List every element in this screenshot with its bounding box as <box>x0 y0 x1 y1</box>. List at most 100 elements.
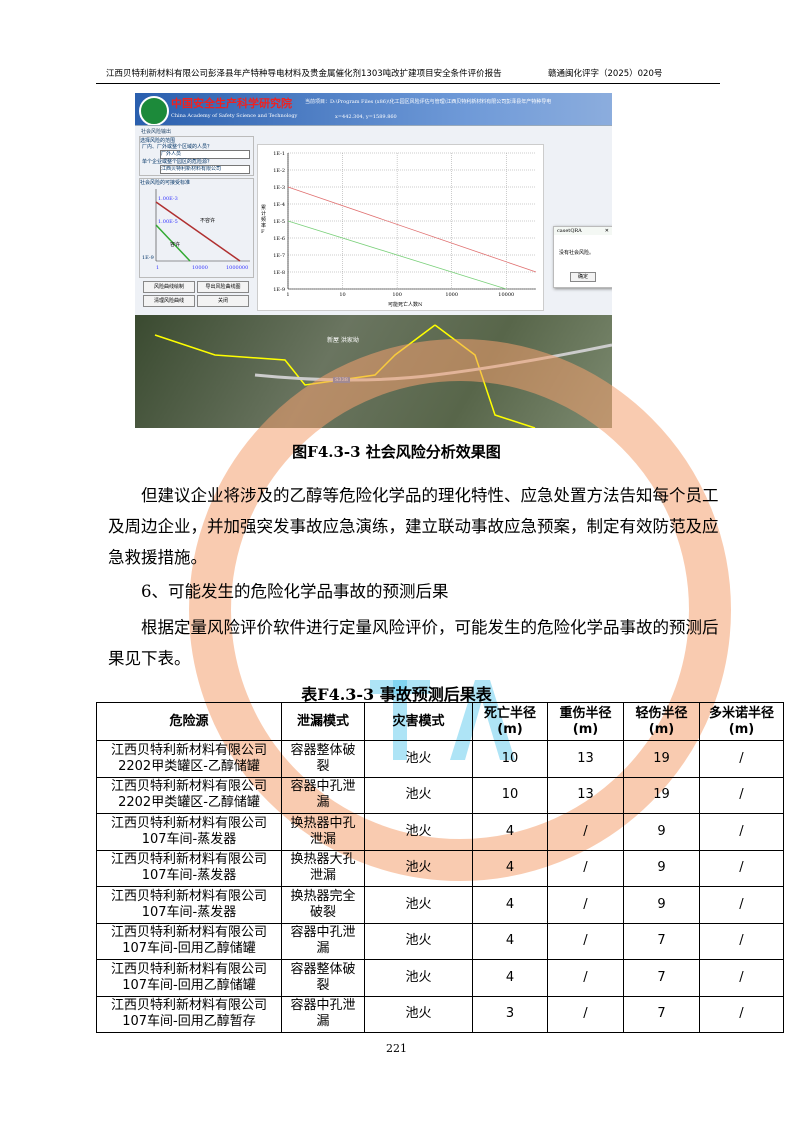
running-header: 江西贝特利新材料有限公司彭泽县年产特种导电材料及贵金属催化剂1303吨改扩建项目… <box>106 69 502 79</box>
table-header-row: 危险源 泄漏模式 灾害模式 死亡半径(m) 重伤半径(m) 轻伤半径(m) 多米诺半径(m) <box>96 702 784 741</box>
institute-logo-icon <box>139 96 169 126</box>
personnel-select[interactable]: 厂外人员 <box>160 150 250 159</box>
message-dialog: casetQRA ✕ 没有社会风险。 确定 <box>553 226 612 288</box>
table-cell: 江西贝特利新材料有限公司107车间-蒸发器 <box>96 886 282 924</box>
table-row: 江西贝特利新材料有限公司107车间-回用乙醇储罐 容器整体破裂 池火 4/7/ <box>96 959 784 997</box>
page-number: 221 <box>386 1042 407 1055</box>
banner-title: 中国安全生产科学研究院 <box>171 97 292 110</box>
fn-curve-plot: 1E-1 1E-2 1E-3 1E-4 1E-5 1E-6 1E-7 1E-8 1E-91 10 1… <box>273 151 537 298</box>
y-tick-label: 1E-8 <box>273 270 285 276</box>
project-path: 当前项目：D:\Program Files (x86)\化工园区风险评估与管理\… <box>305 99 552 105</box>
table-row: 江西贝特利新材料有限公司2202甲类罐区-乙醇储罐 容器中孔泄漏 池火 10 13 19/ <box>96 776 784 814</box>
table-cell: 池火 <box>364 995 473 1033</box>
x-tick-label: 100 <box>392 292 402 298</box>
satellite-map: 新屋 洪家坳 S338 <box>135 315 612 428</box>
table-cell: 池火 <box>364 776 473 814</box>
table-cell: 江西贝特利新材料有限公司107车间-回用乙醇储罐 <box>96 959 282 997</box>
column-header: 轻伤半径(m) <box>623 702 700 741</box>
table-cell: 换热器中孔泄漏 <box>281 813 365 851</box>
source-select[interactable]: 江西贝特利新材料有限公司 <box>160 165 250 174</box>
y-tick-label: 1E-9 <box>273 287 285 293</box>
axis-x1: 1 <box>156 265 160 271</box>
clear-curve-button[interactable]: 清理风险曲线 <box>143 295 195 307</box>
criteria-diagram <box>155 189 250 262</box>
fn-curve-chart: 1E-1 1E-2 1E-3 1E-4 1E-5 1E-6 1E-7 1E-8 1E-9 1 10 1… <box>257 144 544 311</box>
x-tick-label: 10 <box>339 292 345 298</box>
lower-limit-line <box>155 224 191 262</box>
field1-label: 厂内、厂外或整个区域的人员？ <box>142 144 213 150</box>
table-cell: 容器中孔泄漏 <box>281 776 365 814</box>
upper-limit-line <box>155 201 241 262</box>
table-cell: / <box>547 849 624 887</box>
table-cell: 13 <box>547 740 624 778</box>
table-cell: 19 <box>623 740 700 778</box>
report-number: 赣通闽化评字（2025）020号 <box>548 69 663 79</box>
table-cell: 池火 <box>364 849 473 887</box>
table-cell: / <box>699 776 784 814</box>
table-cell: / <box>547 886 624 924</box>
table-cell: 池火 <box>364 959 473 997</box>
table-cell: 江西贝特利新材料有限公司107车间-蒸发器 <box>96 813 282 851</box>
table-cell: / <box>699 813 784 851</box>
paragraph: 根据定量风险评价软件进行定量风险评价，可能发生的危险化学品事故的预测后果见下表。 <box>108 618 719 668</box>
close-icon[interactable]: ✕ <box>604 228 609 234</box>
close-button[interactable]: 关闭 <box>197 295 249 307</box>
table-cell: / <box>699 995 784 1033</box>
field2-label: 单个企业或整个园区的危险源？ <box>142 159 213 165</box>
group-title: 选择风险的范围 <box>140 138 176 144</box>
table-cell: 江西贝特利新材料有限公司107车间-回用乙醇暂存 <box>96 995 282 1033</box>
dialog-title-text: casetQRA <box>557 228 582 234</box>
range-group: 选择风险的范围 厂内、厂外或整个区域的人员？ 厂外人员 单个企业或整个园区的危险… <box>139 136 254 176</box>
table-cell: 换热器完全破裂 <box>281 886 365 924</box>
column-header: 泄漏模式 <box>281 702 365 741</box>
table-cell: 9 <box>623 849 700 887</box>
acceptable-label: 容许 <box>170 242 181 248</box>
table-cell: 容器整体破裂 <box>281 740 365 778</box>
axis-x2: 10000 <box>192 265 208 271</box>
table-cell: 19 <box>623 776 700 814</box>
fn-series-line <box>287 220 507 290</box>
table-cell: 江西贝特利新材料有限公司107车间-回用乙醇储罐 <box>96 922 282 960</box>
table-cell: 7 <box>623 959 700 997</box>
table-cell: 9 <box>623 886 700 924</box>
table-cell: / <box>547 995 624 1033</box>
paragraph: 但建议企业将涉及的乙醇等危险化学品的理化特性、应急处置方法告知每个员工及周边企业… <box>108 486 719 567</box>
table-cell: / <box>699 922 784 960</box>
y-tick-label: 1E-4 <box>273 202 285 208</box>
fn-series-line <box>287 186 537 273</box>
table-cell: 4 <box>472 886 548 924</box>
upper-label: 1.00E-3 <box>158 196 178 202</box>
table-cell: 江西贝特利新材料有限公司107车间-蒸发器 <box>96 849 282 887</box>
y-tick-label: 1E-5 <box>273 219 285 225</box>
risk-output-panel: 社会风险输出 选择风险的范围 厂内、厂外或整个区域的人员？ 厂外人员 单个企业或… <box>135 125 612 316</box>
table-cell: 3 <box>472 995 548 1033</box>
table-cell: 容器中孔泄漏 <box>281 995 365 1033</box>
table-cell: / <box>699 849 784 887</box>
table-row: 江西贝特利新材料有限公司107车间-回用乙醇储罐 容器中孔泄漏 池火 4/7/ <box>96 922 784 960</box>
x-tick-label: 1000 <box>445 292 458 298</box>
table-cell: 换热器大孔泄漏 <box>281 849 365 887</box>
unacceptable-label: 不容许 <box>200 218 216 224</box>
header-rule <box>96 83 720 84</box>
y-tick-label: 1E-7 <box>273 253 285 259</box>
column-header: 多米诺半径(m) <box>699 702 784 741</box>
group-title: 社会风险的可接受标准 <box>140 180 191 186</box>
ok-button[interactable]: 确定 <box>570 272 596 282</box>
table-row: 江西贝特利新材料有限公司107车间-蒸发器 换热器中孔泄漏 池火 4/9/ <box>96 813 784 851</box>
table-cell: 10 <box>472 740 548 778</box>
table-cell: 池火 <box>364 886 473 924</box>
table-row: 江西贝特利新材料有限公司107车间-蒸发器 换热器大孔泄漏 池火 4/9/ <box>96 849 784 887</box>
table-cell: / <box>699 886 784 924</box>
accident-consequence-table: 危险源 泄漏模式 灾害模式 死亡半径(m) 重伤半径(m) 轻伤半径(m) 多米诺半径(m)… <box>96 702 784 1033</box>
draw-curve-button[interactable]: 风险曲线绘制 <box>143 281 195 293</box>
column-header: 危险源 <box>96 702 282 741</box>
section-heading: 6、可能发生的危险化学品事故的预测后果 <box>141 582 449 601</box>
axis-x3: 1000000 <box>226 265 249 271</box>
y-tick-label: 1E-2 <box>273 168 285 174</box>
table-cell: / <box>547 922 624 960</box>
software-screenshot: 中国安全生产科学研究院 China Academy of Safety Scie… <box>135 93 612 428</box>
table-cell: 江西贝特利新材料有限公司2202甲类罐区-乙醇储罐 <box>96 776 282 814</box>
table-cell: 4 <box>472 922 548 960</box>
export-curve-button[interactable]: 导出风险曲线图 <box>197 281 249 293</box>
